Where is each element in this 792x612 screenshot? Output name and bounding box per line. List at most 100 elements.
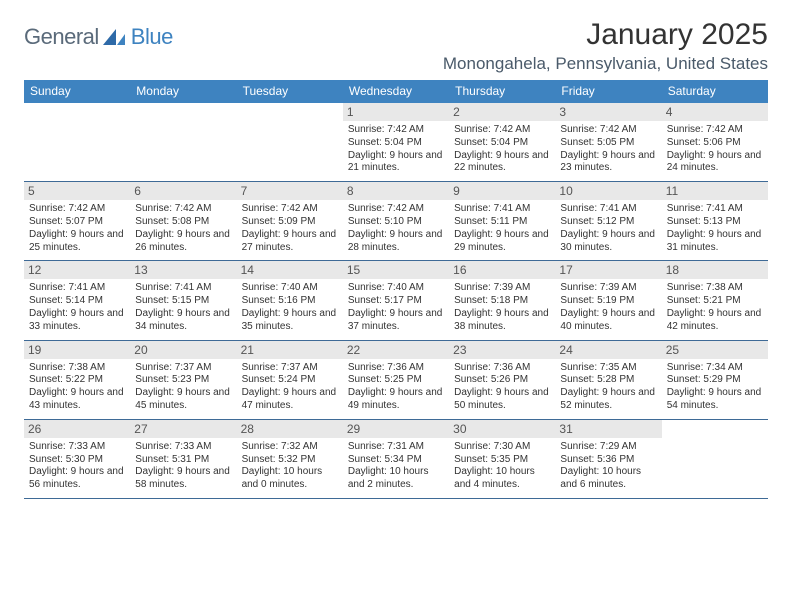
calendar-day-cell: 31Sunrise: 7:29 AMSunset: 5:36 PMDayligh… — [555, 420, 661, 498]
calendar-day-cell: 11Sunrise: 7:41 AMSunset: 5:13 PMDayligh… — [662, 182, 768, 260]
sunset-text: Sunset: 5:18 PM — [454, 295, 550, 308]
calendar-week: ...1Sunrise: 7:42 AMSunset: 5:04 PMDayli… — [24, 103, 768, 182]
day-details: Sunrise: 7:38 AMSunset: 5:22 PMDaylight:… — [27, 362, 127, 413]
sunset-text: Sunset: 5:07 PM — [29, 216, 125, 229]
weekday-header: Tuesday — [237, 80, 343, 103]
day-number: 16 — [449, 261, 555, 279]
weekday-header: Monday — [130, 80, 236, 103]
calendar-day-cell: 3Sunrise: 7:42 AMSunset: 5:05 PMDaylight… — [555, 103, 661, 181]
day-number: 26 — [24, 420, 130, 438]
calendar-day-cell: 14Sunrise: 7:40 AMSunset: 5:16 PMDayligh… — [237, 261, 343, 339]
sunset-text: Sunset: 5:11 PM — [454, 216, 550, 229]
calendar-day-cell: 16 Sunrise: 7:39 AMSunset: 5:18 PMDayligh… — [449, 261, 555, 339]
day-details: Sunrise: 7:30 AMSunset: 5:35 PMDaylight:… — [452, 441, 552, 492]
sunrise-text: Sunrise: 7:40 AM — [348, 282, 444, 295]
daylight-text: Daylight: 9 hours and 47 minutes. — [242, 387, 338, 413]
day-number: 5 — [24, 182, 130, 200]
daylight-text: Daylight: 9 hours and 21 minutes. — [348, 150, 444, 176]
daylight-text: Daylight: 9 hours and 56 minutes. — [29, 466, 125, 492]
calendar-day-cell: 26 Sunrise: 7:33 AMSunset: 5:30 PMDayligh… — [24, 420, 130, 498]
sunrise-text: Sunrise: 7:40 AM — [242, 282, 338, 295]
sunset-text: Sunset: 5:10 PM — [348, 216, 444, 229]
weekday-header-row: SundayMondayTuesdayWednesdayThursdayFrid… — [24, 80, 768, 103]
day-number: 20 — [130, 341, 236, 359]
calendar-day-cell: 18Sunrise: 7:38 AMSunset: 5:21 PMDayligh… — [662, 261, 768, 339]
day-details: Sunrise: 7:42 AMSunset: 5:06 PMDaylight:… — [665, 124, 765, 175]
day-details: Sunrise: 7:31 AMSunset: 5:34 PMDaylight:… — [346, 441, 446, 492]
day-details: Sunrise: 7:41 AMSunset: 5:14 PMDaylight:… — [27, 282, 127, 333]
sunrise-text: Sunrise: 7:42 AM — [348, 203, 444, 216]
day-details: Sunrise: 7:37 AMSunset: 5:24 PMDaylight:… — [240, 362, 340, 413]
day-number: 23 — [449, 341, 555, 359]
day-number: 17 — [555, 261, 661, 279]
daylight-text: Daylight: 10 hours and 0 minutes. — [242, 466, 338, 492]
day-number: 22 — [343, 341, 449, 359]
calendar-day-cell: 25Sunrise: 7:34 AMSunset: 5:29 PMDayligh… — [662, 341, 768, 419]
weekday-header: Saturday — [662, 80, 768, 103]
sunrise-text: Sunrise: 7:41 AM — [135, 282, 231, 295]
calendar-week: 12Sunrise: 7:41 AMSunset: 5:14 PMDayligh… — [24, 261, 768, 340]
day-details: Sunrise: 7:39 AMSunset: 5:19 PMDaylight:… — [558, 282, 658, 333]
calendar-day-cell: 24Sunrise: 7:35 AMSunset: 5:28 PMDayligh… — [555, 341, 661, 419]
sunrise-text: Sunrise: 7:41 AM — [454, 203, 550, 216]
calendar-day-cell: 4Sunrise: 7:42 AMSunset: 5:06 PMDaylight… — [662, 103, 768, 181]
daylight-text: Daylight: 9 hours and 54 minutes. — [667, 387, 763, 413]
sunrise-text: Sunrise: 7:30 AM — [454, 441, 550, 454]
day-number: 21 — [237, 341, 343, 359]
sunset-text: Sunset: 5:05 PM — [560, 137, 656, 150]
day-number: 13 — [130, 261, 236, 279]
day-details: Sunrise: 7:38 AMSunset: 5:21 PMDaylight:… — [665, 282, 765, 333]
calendar-day-cell: 21 Sunrise: 7:37 AMSunset: 5:24 PMDayligh… — [237, 341, 343, 419]
day-number: 3 — [555, 103, 661, 121]
sunset-text: Sunset: 5:24 PM — [242, 374, 338, 387]
day-details: Sunrise: 7:33 AMSunset: 5:30 PMDaylight:… — [27, 441, 127, 492]
daylight-text: Daylight: 9 hours and 43 minutes. — [29, 387, 125, 413]
sunset-text: Sunset: 5:09 PM — [242, 216, 338, 229]
day-details: Sunrise: 7:41 AMSunset: 5:12 PMDaylight:… — [558, 203, 658, 254]
calendar-week: 5Sunrise: 7:42 AMSunset: 5:07 PMDaylight… — [24, 182, 768, 261]
calendar-day-cell: 6Sunrise: 7:42 AMSunset: 5:08 PMDaylight… — [130, 182, 236, 260]
day-number: 25 — [662, 341, 768, 359]
sunrise-text: Sunrise: 7:33 AM — [135, 441, 231, 454]
sunrise-text: Sunrise: 7:42 AM — [29, 203, 125, 216]
sunrise-text: Sunrise: 7:41 AM — [667, 203, 763, 216]
day-number: 28 — [237, 420, 343, 438]
logo-general: General — [24, 24, 99, 50]
sunrise-text: Sunrise: 7:38 AM — [29, 362, 125, 375]
day-details: Sunrise: 7:42 AMSunset: 5:04 PMDaylight:… — [452, 124, 552, 175]
calendar-day-cell: 8Sunrise: 7:42 AMSunset: 5:10 PMDaylight… — [343, 182, 449, 260]
day-number: 10 — [555, 182, 661, 200]
sunrise-text: Sunrise: 7:41 AM — [29, 282, 125, 295]
calendar-day-cell: 5Sunrise: 7:42 AMSunset: 5:07 PMDaylight… — [24, 182, 130, 260]
location-subtitle: Monongahela, Pennsylvania, United States — [443, 54, 768, 74]
day-number: 11 — [662, 182, 768, 200]
day-details: Sunrise: 7:32 AMSunset: 5:32 PMDaylight:… — [240, 441, 340, 492]
calendar-day-cell: 17 Sunrise: 7:39 AMSunset: 5:19 PMDayligh… — [555, 261, 661, 339]
sunrise-text: Sunrise: 7:42 AM — [135, 203, 231, 216]
daylight-text: Daylight: 9 hours and 27 minutes. — [242, 229, 338, 255]
daylight-text: Daylight: 10 hours and 6 minutes. — [560, 466, 656, 492]
day-details: Sunrise: 7:42 AMSunset: 5:08 PMDaylight:… — [133, 203, 233, 254]
sunrise-text: Sunrise: 7:29 AM — [560, 441, 656, 454]
day-details: Sunrise: 7:39 AMSunset: 5:18 PMDaylight:… — [452, 282, 552, 333]
weekday-header: Thursday — [449, 80, 555, 103]
daylight-text: Daylight: 9 hours and 37 minutes. — [348, 308, 444, 334]
sunrise-text: Sunrise: 7:33 AM — [29, 441, 125, 454]
calendar-day-cell: 1Sunrise: 7:42 AMSunset: 5:04 PMDaylight… — [343, 103, 449, 181]
sunrise-text: Sunrise: 7:39 AM — [560, 282, 656, 295]
day-number: 1 — [343, 103, 449, 121]
sunset-text: Sunset: 5:36 PM — [560, 454, 656, 467]
sunrise-text: Sunrise: 7:36 AM — [348, 362, 444, 375]
month-title: January 2025 — [443, 18, 768, 52]
day-details: Sunrise: 7:35 AMSunset: 5:28 PMDaylight:… — [558, 362, 658, 413]
day-number: 14 — [237, 261, 343, 279]
sunrise-text: Sunrise: 7:36 AM — [454, 362, 550, 375]
sunset-text: Sunset: 5:29 PM — [667, 374, 763, 387]
sunset-text: Sunset: 5:31 PM — [135, 454, 231, 467]
sunset-text: Sunset: 5:30 PM — [29, 454, 125, 467]
day-number: 29 — [343, 420, 449, 438]
calendar-day-cell: 22Sunrise: 7:36 AMSunset: 5:25 PMDayligh… — [343, 341, 449, 419]
daylight-text: Daylight: 9 hours and 30 minutes. — [560, 229, 656, 255]
calendar-week: 19Sunrise: 7:38 AMSunset: 5:22 PMDayligh… — [24, 341, 768, 420]
day-number: 7 — [237, 182, 343, 200]
